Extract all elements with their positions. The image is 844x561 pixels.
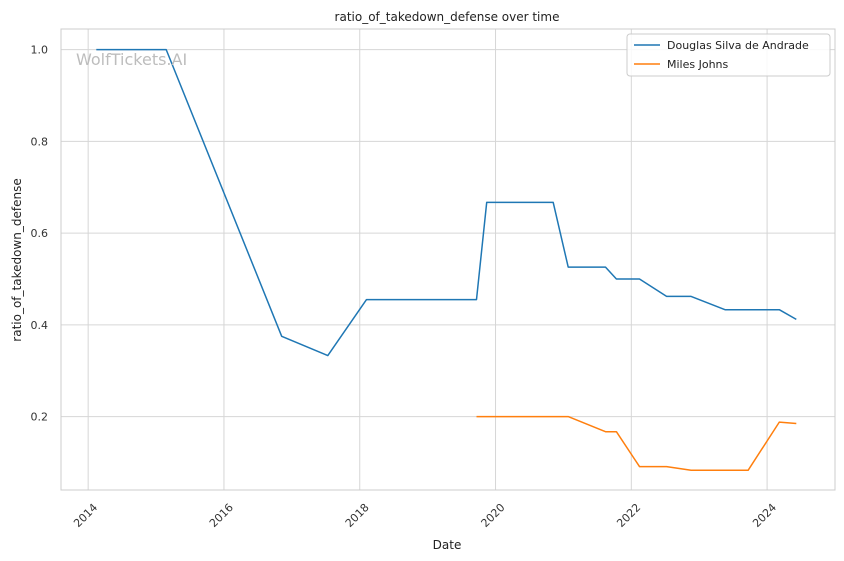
legend-label-1: Miles Johns xyxy=(667,58,729,71)
y-tick-label: 0.4 xyxy=(31,319,49,332)
x-tick-label: 2016 xyxy=(207,501,236,530)
y-tick-label: 1.0 xyxy=(31,44,49,57)
plot-frame xyxy=(60,28,836,491)
x-tick-label: 2020 xyxy=(479,501,508,530)
watermark-text: WolfTickets.AI xyxy=(76,50,187,69)
y-tick-label: 0.2 xyxy=(31,411,49,424)
series-line-1 xyxy=(476,415,797,472)
series-line-0 xyxy=(96,48,797,357)
legend: Douglas Silva de Andrade Miles Johns xyxy=(626,33,831,77)
y-axis-label: ratio_of_takedown_defense xyxy=(10,178,24,341)
legend-label-0: Douglas Silva de Andrade xyxy=(667,39,809,52)
x-axis-label: Date xyxy=(433,538,462,552)
x-tick-label: 2014 xyxy=(71,501,100,530)
x-tick-label: 2018 xyxy=(343,501,372,530)
x-tick-label: 2024 xyxy=(750,501,779,530)
legend-box xyxy=(626,33,831,77)
y-tick-label: 0.8 xyxy=(31,135,49,148)
chart-title: ratio_of_takedown_defense over time xyxy=(335,10,560,24)
y-tick-label: 0.6 xyxy=(31,227,49,240)
x-tick-label: 2022 xyxy=(614,501,643,530)
plot-area: 2014 2016 2018 2020 2022 2024 0.2 0.4 0.6 0.8 1.0 D… xyxy=(31,28,836,530)
